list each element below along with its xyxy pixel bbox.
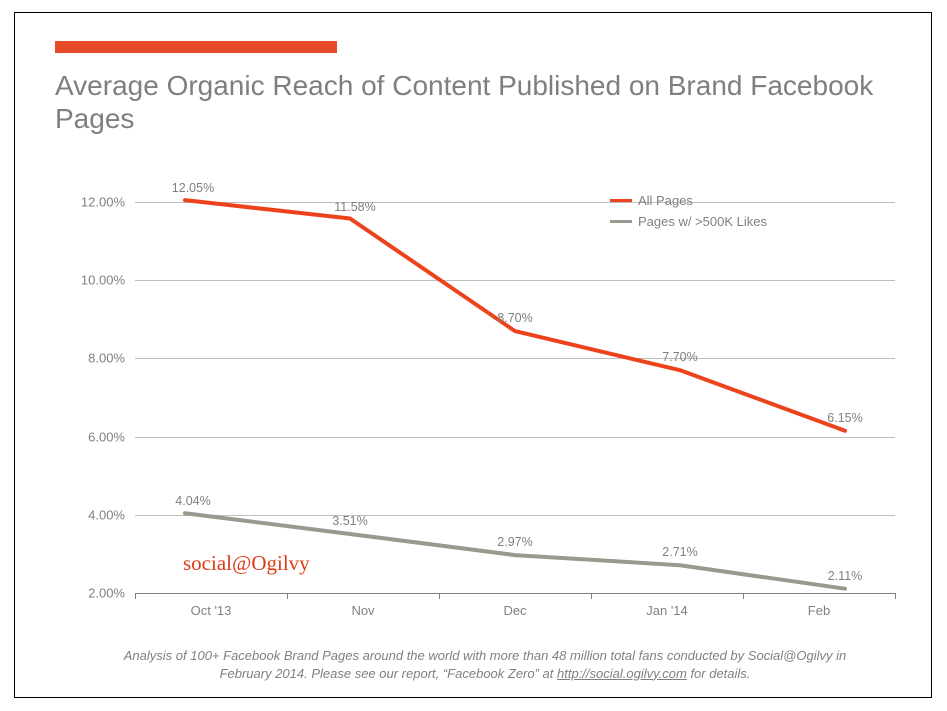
chart-title: Average Organic Reach of Content Publish… xyxy=(55,69,875,135)
footnote-text-after: for details. xyxy=(687,666,751,681)
legend-item: All Pages xyxy=(610,193,767,208)
legend: All Pages Pages w/ >500K Likes xyxy=(610,193,767,235)
legend-swatch xyxy=(610,199,632,202)
data-label: 4.04% xyxy=(175,494,210,508)
legend-label: Pages w/ >500K Likes xyxy=(638,214,767,229)
data-label: 11.58% xyxy=(334,200,375,214)
data-label: 2.97% xyxy=(497,535,532,549)
data-label: 12.05% xyxy=(172,181,214,195)
data-label: 8.70% xyxy=(497,311,532,325)
watermark: social@Ogilvy xyxy=(183,551,310,576)
footnote: Analysis of 100+ Facebook Brand Pages ar… xyxy=(105,647,865,682)
footnote-link[interactable]: http://social.ogilvy.com xyxy=(557,666,687,681)
data-label: 6.15% xyxy=(827,411,862,425)
frame: Average Organic Reach of Content Publish… xyxy=(14,12,932,698)
legend-item: Pages w/ >500K Likes xyxy=(610,214,767,229)
data-label: 7.70% xyxy=(662,350,697,364)
data-label: 2.71% xyxy=(662,545,697,559)
data-label: 2.11% xyxy=(828,569,863,583)
legend-swatch xyxy=(610,220,632,223)
line-chart: 2.00%4.00%6.00%8.00%10.00%12.00%Oct '13N… xyxy=(55,153,915,633)
accent-bar xyxy=(55,41,337,53)
legend-label: All Pages xyxy=(638,193,693,208)
page: Average Organic Reach of Content Publish… xyxy=(0,0,947,711)
data-label: 3.51% xyxy=(332,514,367,528)
chart-lines xyxy=(55,153,915,613)
